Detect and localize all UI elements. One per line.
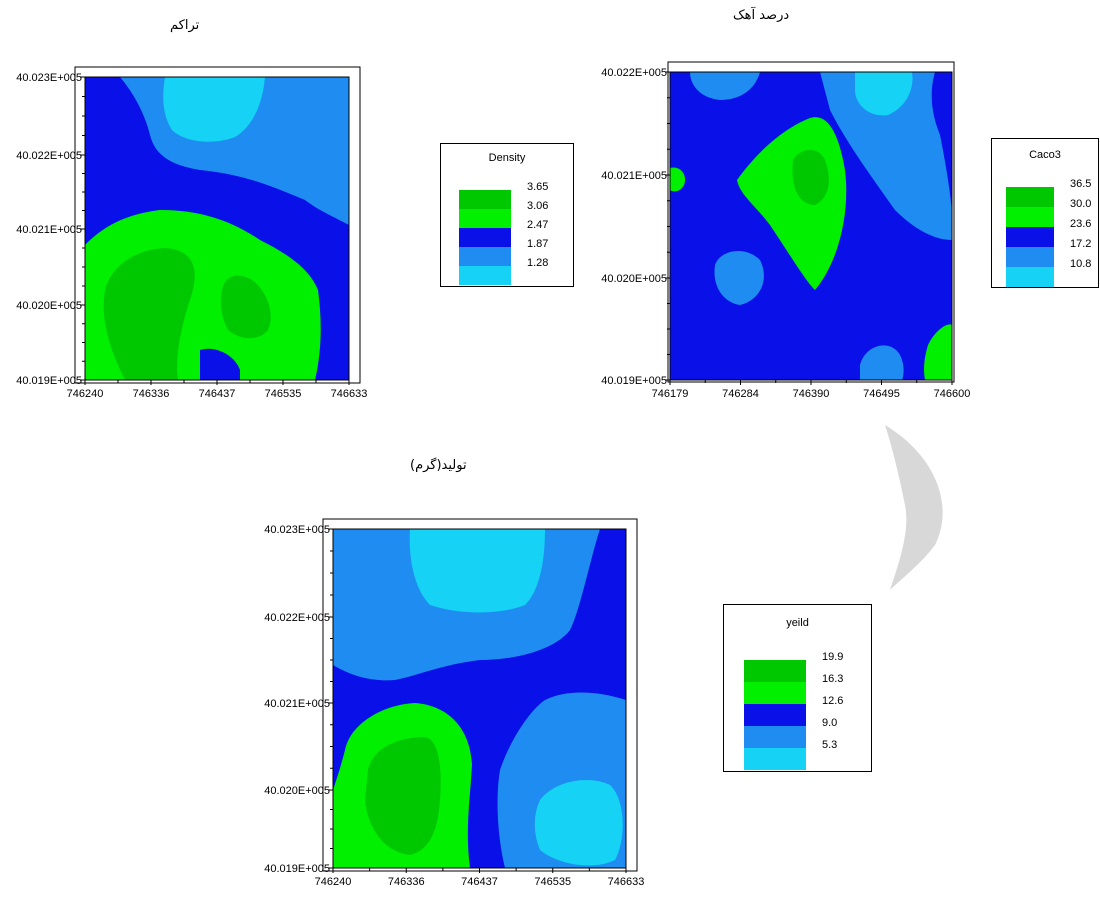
legend-label: 12.6 <box>822 695 844 707</box>
x-tick-label: 746633 <box>608 876 645 888</box>
legend-swatch <box>1006 267 1054 287</box>
legend-title: yeild <box>786 617 809 629</box>
x-tick-label: 746284 <box>722 388 759 400</box>
x-tick-label: 746600 <box>934 388 971 400</box>
legend-label: 10.8 <box>1070 258 1092 270</box>
legend-swatch <box>744 660 806 682</box>
yield-map: 746240 746336 746437 746535 746633 40.023E+00… <box>264 518 644 888</box>
legend-title: Density <box>488 152 526 164</box>
yield-region-cyan-bottom-right <box>534 780 623 866</box>
caco3-legend: Caco3 36.5 30.0 23.6 17.2 10.8 <box>991 138 1099 288</box>
chart-title-yield: تولید(گرم) <box>410 458 467 473</box>
chart-title-density: تراکم <box>170 18 200 33</box>
caco3-region-cyan <box>855 72 913 116</box>
x-tick-label: 746336 <box>388 876 425 888</box>
legend-label: 23.6 <box>1070 218 1092 230</box>
density-legend: Density 3.65 3.06 2.47 1.87 1.28 <box>440 143 574 287</box>
legend-label: 2.47 <box>527 219 549 231</box>
legend-swatch <box>744 748 806 770</box>
y-tick-label: 40.020E+005 <box>601 273 667 285</box>
caco3-map: 746179 746284 746390 746495 746600 40.022E+00… <box>601 61 970 400</box>
legend-label: 1.28 <box>527 257 549 269</box>
legend-swatch <box>459 190 511 209</box>
legend-label: 5.3 <box>822 739 838 751</box>
caco3-region-mid-blue-bottom <box>860 345 904 380</box>
caco3-region-mid-blue-lower-left <box>714 250 764 305</box>
legend-swatch <box>459 247 511 266</box>
caco3-region-mid-blue-right <box>820 72 952 240</box>
x-tick-label: 746336 <box>133 388 170 400</box>
yield-region-dark-green <box>365 737 441 855</box>
legend-swatch <box>459 209 511 228</box>
y-tick-label: 40.021E+005 <box>16 224 82 236</box>
x-tick-label: 746535 <box>534 876 571 888</box>
legend-swatch <box>459 228 511 247</box>
y-tick-label: 40.023E+005 <box>16 72 82 84</box>
caco3-axes: 746179 746284 746390 746495 746600 40.022E+00… <box>601 67 970 400</box>
density-map: 746240 746336 746437 746535 746633 40.023E+00… <box>16 66 367 400</box>
x-tick-label: 746240 <box>315 876 352 888</box>
y-tick-label: 40.019E+005 <box>601 375 667 387</box>
density-axes: 746240 746336 746437 746535 746633 40.023E+00… <box>16 72 367 400</box>
legend-swatch <box>744 704 806 726</box>
caco3-region-mid-blue-top <box>690 72 760 100</box>
y-tick-label: 40.022E+005 <box>16 150 82 162</box>
density-region-blue-pocket <box>200 348 240 380</box>
legend-label: 3.06 <box>527 200 549 212</box>
decorative-arc-shape <box>885 425 943 590</box>
legend-swatch <box>1006 187 1054 207</box>
legend-label: 16.3 <box>822 673 844 685</box>
legend-swatch <box>1006 207 1054 227</box>
y-tick-label: 40.022E+005 <box>264 612 330 624</box>
yield-legend: yeild 19.9 16.3 12.6 9.0 5.3 <box>723 604 872 772</box>
density-region-dark-green-1 <box>103 248 195 380</box>
legend-swatch <box>1006 247 1054 267</box>
x-tick-label: 746633 <box>331 388 368 400</box>
legend-label: 30.0 <box>1070 198 1092 210</box>
y-tick-label: 40.019E+005 <box>264 863 330 875</box>
density-region-cyan <box>163 77 265 142</box>
x-tick-label: 746240 <box>67 388 104 400</box>
legend-title: Caco3 <box>1029 149 1061 161</box>
legend-label: 17.2 <box>1070 238 1092 250</box>
legend-label: 19.9 <box>822 651 844 663</box>
x-tick-label: 746535 <box>265 388 302 400</box>
x-tick-label: 746495 <box>863 388 900 400</box>
y-tick-label: 40.022E+005 <box>601 67 667 79</box>
caco3-region-dark-green-center <box>792 149 829 205</box>
density-region-dark-green-2 <box>220 275 271 339</box>
yield-region-cyan <box>409 529 545 613</box>
legend-label: 36.5 <box>1070 178 1092 190</box>
legend-label: 1.87 <box>527 238 549 250</box>
chart-title-caco3: درصد آهک <box>733 8 790 23</box>
legend-swatch <box>744 726 806 748</box>
legend-label: 3.65 <box>527 181 549 193</box>
legend-swatch <box>744 682 806 704</box>
legend-swatch <box>1006 227 1054 247</box>
x-tick-label: 746179 <box>652 388 689 400</box>
y-tick-label: 40.020E+005 <box>16 300 82 312</box>
legend-swatch <box>459 266 511 285</box>
y-tick-label: 40.021E+005 <box>264 698 330 710</box>
caco3-region-green-left <box>670 167 686 192</box>
y-tick-label: 40.019E+005 <box>16 375 82 387</box>
caco3-region-green-bottom-right <box>924 324 952 380</box>
yield-axes: 746240 746336 746437 746535 746633 40.023E+00… <box>264 524 644 888</box>
legend-label: 9.0 <box>822 717 838 729</box>
y-tick-label: 40.020E+005 <box>264 785 330 797</box>
y-tick-label: 40.021E+005 <box>601 170 667 182</box>
y-tick-label: 40.023E+005 <box>264 524 330 536</box>
x-tick-label: 746437 <box>461 876 498 888</box>
x-tick-label: 746437 <box>199 388 236 400</box>
x-tick-label: 746390 <box>793 388 830 400</box>
